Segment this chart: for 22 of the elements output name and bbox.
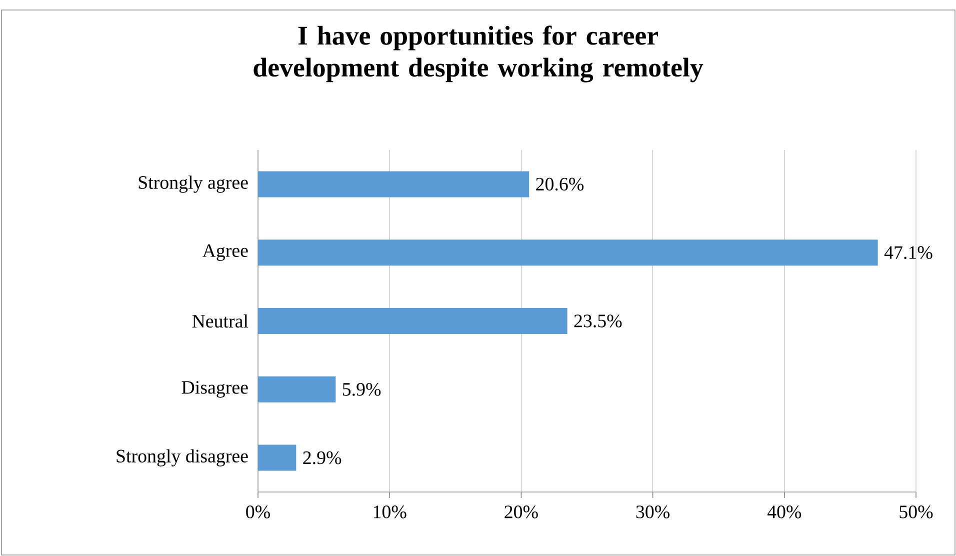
x-tick-label: 50% [900,506,933,518]
bar [258,444,296,471]
x-tick-label: 40% [767,506,802,518]
data-label: 2.9% [303,451,342,464]
bar [258,308,568,334]
y-tick-label: Neutral [192,314,248,328]
y-tick-label: Agree [202,244,248,261]
data-label: 23.5% [574,314,622,328]
data-label: 5.9% [342,382,381,396]
x-tick-label: 30% [636,506,670,518]
bar [258,376,336,402]
x-tick-label: 0% [246,506,270,518]
data-label: 47.1% [884,246,932,260]
y-tick-label: Strongly agree [138,176,248,193]
bar [258,171,530,198]
data-label: 20.6% [536,178,584,191]
bar [258,240,878,266]
chart-title: I have opportunities for career development despite working remotely [254,26,704,82]
y-tick-label: Strongly disagree [116,449,248,466]
x-tick-label: 20% [504,506,538,518]
x-tick-label: 10% [374,506,406,518]
y-tick-label: Disagree [182,381,248,398]
